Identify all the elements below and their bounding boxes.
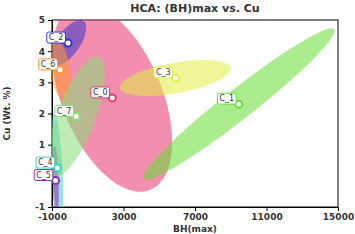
axis-line [53, 208, 339, 212]
cluster-ellipse [52, 56, 105, 176]
cluster-label-box [47, 32, 66, 43]
title: HCA: (BH)max vs. Cu [130, 2, 259, 15]
cluster-ellipse [120, 60, 231, 96]
cluster-label-box [55, 106, 74, 117]
cluster-label-text: C_1 [219, 94, 234, 103]
cluster-label: C_7 [55, 106, 74, 117]
cluster-label-text: C_6 [41, 60, 56, 69]
tick: 11000 [251, 207, 282, 222]
cluster-label-text: C_3 [156, 68, 171, 77]
cluster-label: C_2 [47, 32, 66, 43]
cluster-label: C_5 [34, 170, 53, 181]
cluster-label: C_1 [217, 93, 236, 104]
tick-label: 3000 [111, 212, 136, 222]
y-axis-title: Cu (Wt. %) [2, 86, 12, 140]
chart: HCA: (BH)max vs. Cu -1000 3000 7000 11000 150… [0, 0, 355, 234]
y-axis: -1012345 [35, 15, 53, 212]
tick-mark [48, 51, 52, 52]
cluster-label: C_0 [91, 87, 110, 98]
tick-mark [124, 207, 125, 211]
cluster-label-text: C_5 [36, 171, 51, 180]
tick: 2 [39, 109, 52, 119]
tick-label: 5 [39, 15, 45, 25]
tick: -1 [35, 202, 52, 212]
cluster-labels: C_0 C_1 C_2 C_3 C_4 C_5 C_6 C_7 [34, 32, 236, 180]
x-axis-title: BH(max) [173, 224, 217, 234]
tick-label: -1000 [38, 212, 67, 222]
tick-label: 2 [39, 109, 45, 119]
tick: 7000 [183, 207, 208, 222]
tick-label: 4 [39, 47, 45, 57]
tick-mark [48, 207, 52, 208]
tick-mark [48, 114, 52, 115]
x-axis: -1000 3000 7000 11000 15000 [38, 207, 354, 222]
cluster-label-box [154, 67, 173, 78]
tick-mark [267, 207, 268, 211]
tick-label: 7000 [183, 212, 208, 222]
tick-label: 15000 [323, 212, 354, 222]
tick-mark [338, 207, 339, 211]
tick: 15000 [323, 207, 354, 222]
tick-label: 1 [39, 140, 45, 150]
cluster-label-text: C_0 [93, 88, 108, 97]
tick-mark [48, 20, 52, 21]
cluster-label-box [39, 59, 58, 70]
tick: 4 [39, 47, 52, 57]
tick: 1 [39, 140, 52, 150]
tick-mark [48, 145, 52, 146]
plot-area [52, 20, 335, 207]
tick-label: 3 [39, 78, 45, 88]
tick-mark [195, 207, 196, 211]
tick-mark [48, 82, 52, 83]
tick: 5 [39, 15, 52, 25]
cluster-label-text: C_4 [38, 158, 53, 167]
cluster-label: C_4 [36, 157, 55, 168]
tick-label: 11000 [251, 212, 282, 222]
cluster-ellipse [143, 28, 335, 179]
cluster-label-text: C_2 [49, 33, 64, 42]
cluster-label: C_6 [39, 59, 58, 70]
tick-label: -1 [35, 202, 45, 212]
cluster-label-box [36, 157, 55, 168]
cluster-label-text: C_7 [57, 107, 72, 116]
cluster-label-box [34, 170, 53, 181]
cluster-label: C_3 [154, 67, 173, 78]
tick: 3000 [111, 207, 136, 222]
tick: 3 [39, 78, 52, 88]
cluster-label-box [217, 93, 236, 104]
cluster-label-box [91, 87, 110, 98]
